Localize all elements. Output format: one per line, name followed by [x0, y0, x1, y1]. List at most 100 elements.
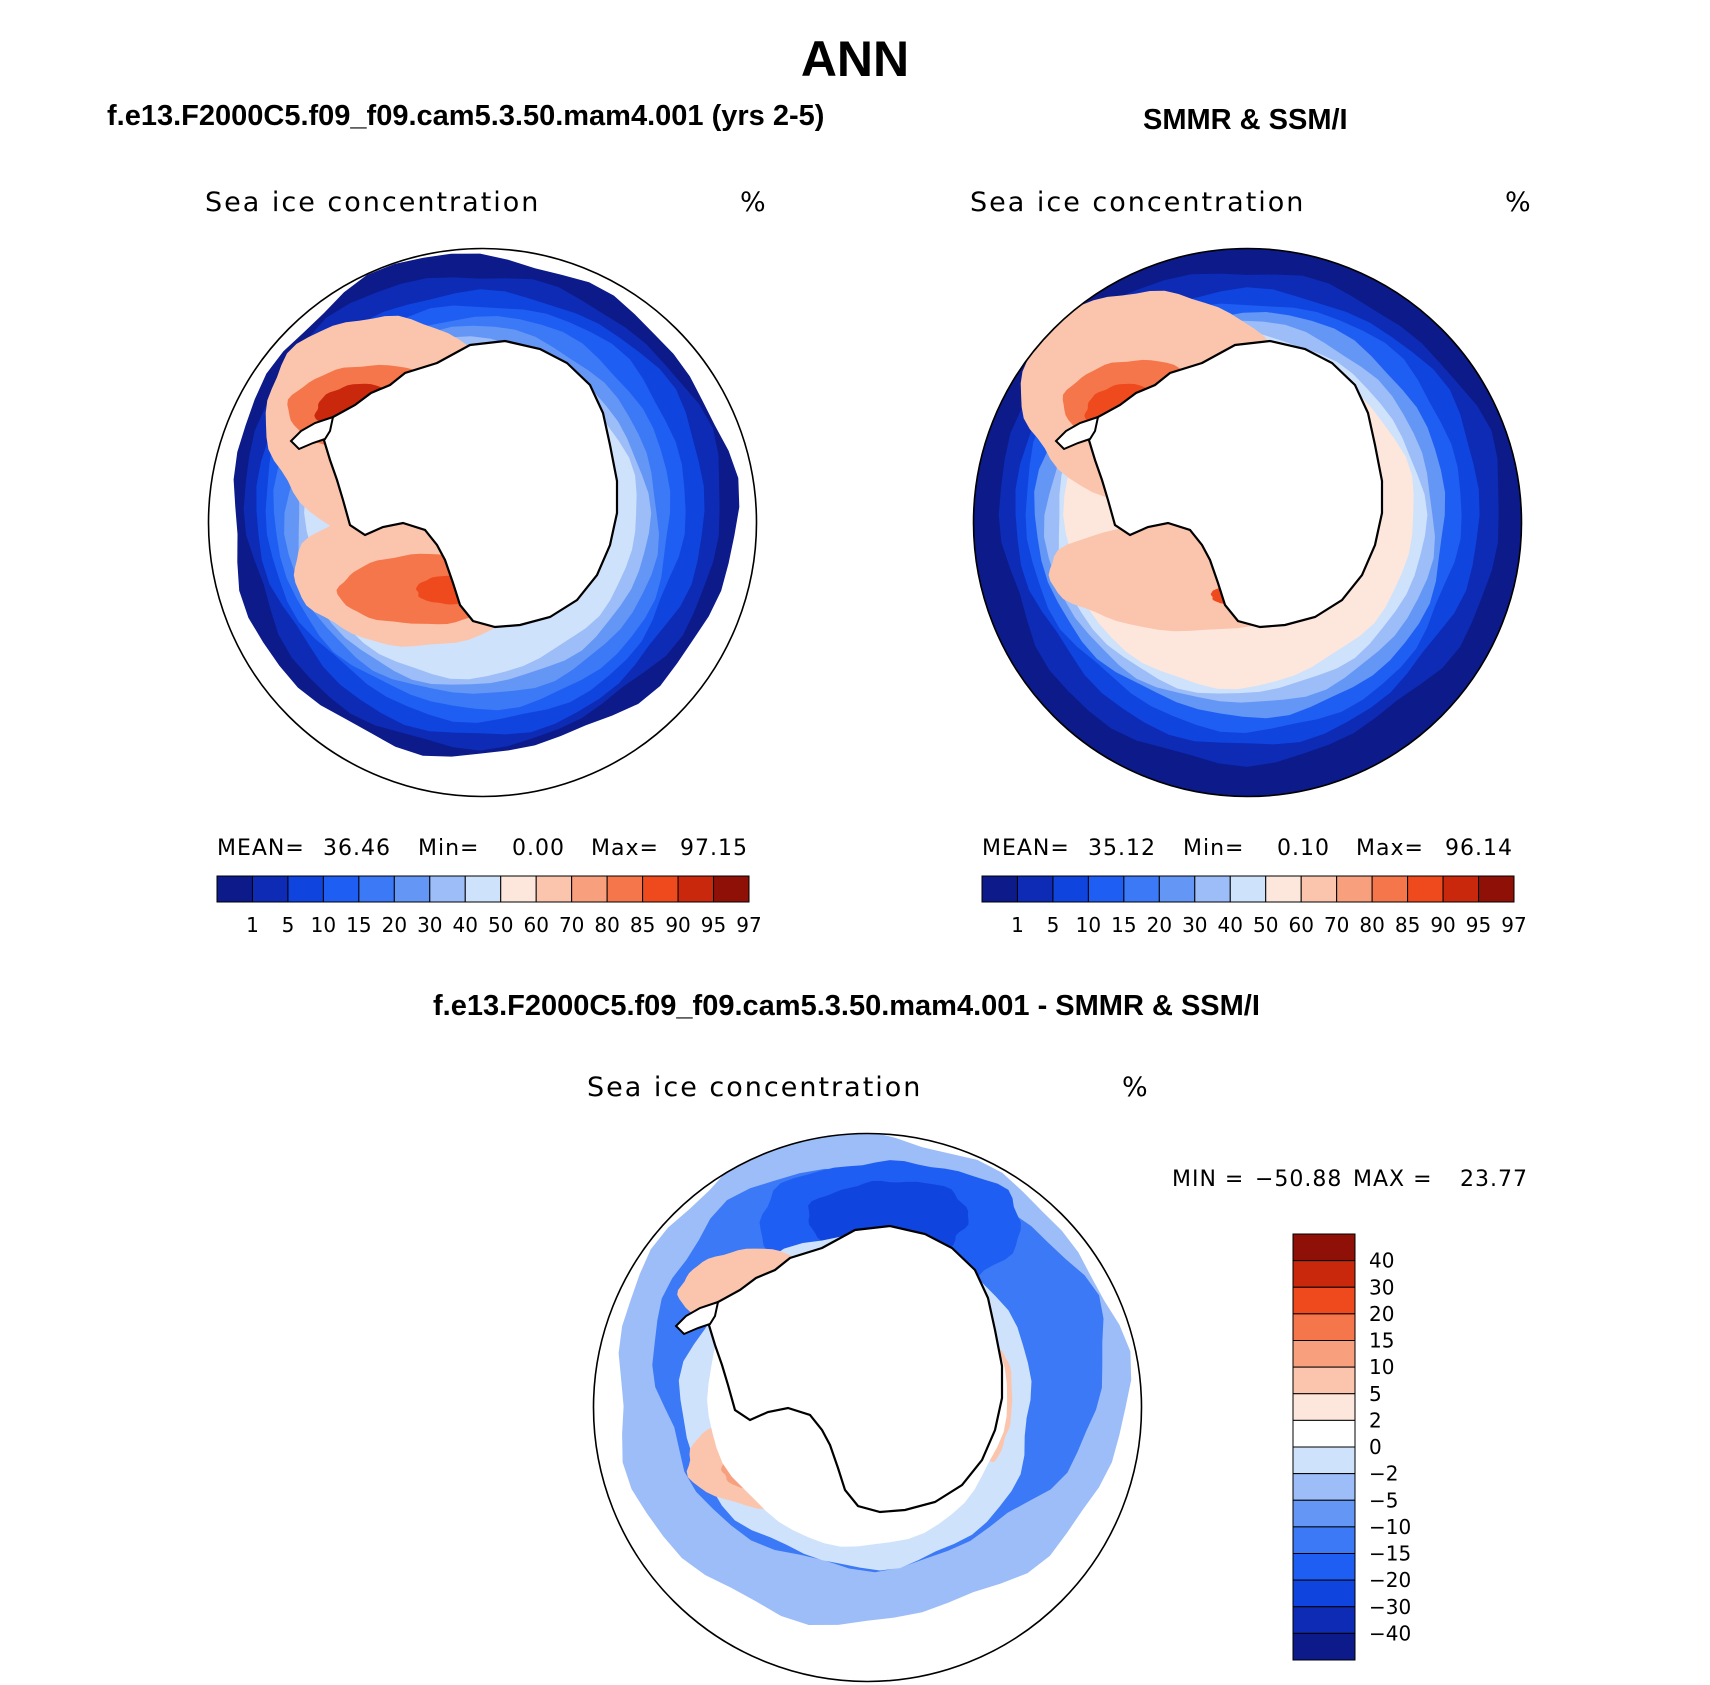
panel-1-min-label: Min=	[418, 836, 480, 861]
colorbar-3-tick-label: −5	[1369, 1488, 1398, 1512]
colorbar-2-tick-label: 10	[1076, 913, 1101, 937]
panel-3-subtitle: Sea ice concentration	[587, 1072, 923, 1103]
panel-2-mean-label: MEAN=	[982, 836, 1070, 861]
panel-3-map	[592, 1132, 1143, 1683]
panel-2-mean: 35.12	[1088, 836, 1156, 861]
colorbar-3-swatch	[1292, 1260, 1356, 1288]
panel-2-map	[972, 247, 1523, 798]
colorbar-3-tick-label: −20	[1369, 1568, 1411, 1592]
colorbar-1-tick-label: 30	[417, 913, 442, 937]
colorbar-2-swatch	[1016, 875, 1054, 903]
colorbar-1-tick-label: 5	[282, 913, 295, 937]
colorbar-1-swatch	[606, 875, 644, 903]
colorbar-2-swatch	[1442, 875, 1480, 903]
colorbar-1-tick-label: 20	[382, 913, 407, 937]
colorbar-2-swatch	[1158, 875, 1196, 903]
panel-1-map-boundary	[207, 247, 758, 798]
colorbar-2-swatch	[1336, 875, 1373, 903]
colorbar-2-tick-label: 97	[1501, 913, 1526, 937]
colorbar-3-swatch	[1292, 1606, 1356, 1634]
colorbar-3-tick-label: −40	[1369, 1621, 1411, 1645]
colorbar-1-tick-label: 40	[453, 913, 478, 937]
panel-1-title: f.e13.F2000C5.f09_f09.cam5.3.50.mam4.001…	[107, 100, 825, 132]
colorbar-1-swatch	[251, 875, 289, 903]
colorbar-1-swatch	[322, 875, 360, 903]
panel-2-min-label: Min=	[1183, 836, 1245, 861]
colorbar-1-swatch	[216, 875, 253, 903]
panel-2-min: 0.10	[1277, 836, 1330, 861]
colorbar-2-tick-label: 80	[1359, 913, 1384, 937]
colorbar-3-tick-label: −30	[1369, 1595, 1411, 1619]
panel-1-colorbar: 1 5 10 15 20 30 40 50 60 70 80 85 90 95 97	[216, 875, 762, 937]
colorbar-2-swatch	[1478, 875, 1515, 903]
colorbar-2-tick-label: 30	[1182, 913, 1207, 937]
colorbar-3-swatch	[1292, 1419, 1356, 1448]
colorbar-3-swatch	[1292, 1473, 1356, 1501]
colorbar-2-swatch	[1407, 875, 1444, 903]
colorbar-1-swatch	[287, 875, 324, 903]
panel-3-units: %	[1122, 1072, 1148, 1103]
panel-2-map-boundary	[972, 247, 1523, 798]
colorbar-1-swatch	[500, 875, 537, 903]
panel-1-mean: 36.46	[323, 836, 391, 861]
colorbar-2-tick-label: 50	[1253, 913, 1278, 937]
panel-1-subtitle: Sea ice concentration	[205, 187, 541, 218]
colorbar-2-tick-label: 90	[1430, 913, 1455, 937]
colorbar-2-tick-label: 70	[1324, 913, 1349, 937]
colorbar-1-swatch	[429, 875, 466, 903]
colorbar-1-tick-label: 97	[736, 913, 761, 937]
panel-2-units: %	[1505, 187, 1531, 218]
colorbar-1-tick-label: 10	[311, 913, 336, 937]
colorbar-1-tick-label: 15	[346, 913, 371, 937]
colorbar-2-swatch	[1300, 875, 1338, 903]
colorbar-2-swatch	[1371, 875, 1409, 903]
colorbar-3-tick-label: −15	[1369, 1542, 1411, 1566]
colorbar-2-tick-label: 40	[1218, 913, 1243, 937]
colorbar-1-swatch	[571, 875, 608, 903]
colorbar-3-tick-label: −10	[1369, 1515, 1411, 1539]
panel-2-max-label: Max=	[1356, 836, 1424, 861]
colorbar-2-swatch	[981, 875, 1018, 903]
colorbar-3-swatch	[1292, 1446, 1356, 1475]
colorbar-3-swatch	[1292, 1233, 1356, 1262]
colorbar-2-tick-label: 85	[1395, 913, 1420, 937]
south-america-tip	[610, 1226, 625, 1253]
colorbar-3-swatch	[1292, 1366, 1356, 1395]
colorbar-2-swatch	[1087, 875, 1125, 903]
south-america-tip	[225, 341, 240, 368]
panel-1-max: 97.15	[680, 836, 748, 861]
colorbar-1-swatch	[535, 875, 573, 903]
colorbar-3-tick-label: 10	[1369, 1355, 1394, 1379]
panel-1-mean-label: MEAN=	[217, 836, 305, 861]
page-title: ANN	[800, 31, 910, 87]
colorbar-1-swatch	[713, 875, 750, 903]
colorbar-1-tick-label: 60	[523, 913, 548, 937]
colorbar-3-tick-label: 2	[1369, 1408, 1382, 1432]
panel-2-subtitle: Sea ice concentration	[970, 187, 1306, 218]
colorbar-1-tick-label: 50	[488, 913, 513, 937]
panel-1-max-label: Max=	[591, 836, 659, 861]
south-america-tip	[990, 341, 1005, 368]
colorbar-1-tick-label: 80	[594, 913, 619, 937]
colorbar-2-swatch	[1123, 875, 1160, 903]
panel-1-min: 0.00	[512, 836, 565, 861]
panel-1-units: %	[740, 187, 766, 218]
panel-3-max-label: MAX =	[1353, 1167, 1433, 1192]
colorbar-1-swatch	[358, 875, 395, 903]
colorbar-3-tick-label: 20	[1369, 1302, 1394, 1326]
colorbar-2-swatch	[1229, 875, 1267, 903]
panel-3-min-label: MIN =	[1172, 1167, 1245, 1192]
colorbar-2-swatch	[1265, 875, 1302, 903]
colorbar-1-tick-label: 95	[701, 913, 726, 937]
colorbar-2-tick-label: 5	[1047, 913, 1060, 937]
colorbar-1-swatch	[642, 875, 679, 903]
colorbar-2-swatch	[1052, 875, 1089, 903]
colorbar-3-swatch	[1292, 1526, 1356, 1554]
panel-2-colorbar: 1 5 10 15 20 30 40 50 60 70 80 85 90 95 97	[981, 875, 1527, 937]
colorbar-3-tick-label: −2	[1369, 1462, 1398, 1486]
colorbar-2-swatch	[1194, 875, 1231, 903]
colorbar-3-tick-label: 15	[1369, 1329, 1394, 1353]
colorbar-1-swatch	[393, 875, 431, 903]
colorbar-3-tick-label: 30	[1369, 1275, 1394, 1299]
